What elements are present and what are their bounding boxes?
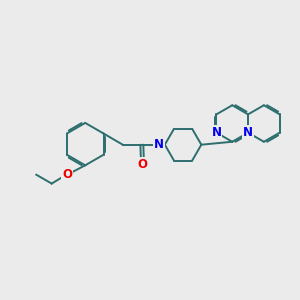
- Text: N: N: [243, 126, 253, 139]
- Text: N: N: [212, 126, 221, 139]
- Text: O: O: [137, 158, 147, 171]
- Text: O: O: [62, 168, 72, 181]
- Text: N: N: [154, 138, 164, 151]
